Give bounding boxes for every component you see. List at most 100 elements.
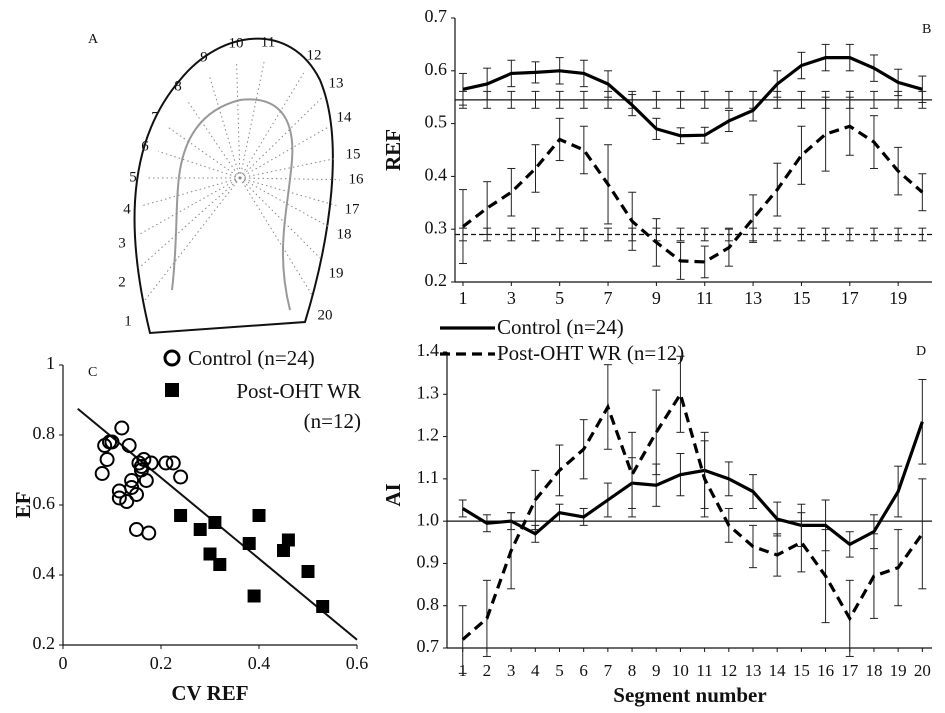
reference-error-bar — [700, 90, 709, 109]
heart-inner — [171, 98, 294, 311]
y-tick-label: 1 — [46, 353, 55, 373]
x-tick-label: 16 — [817, 661, 834, 680]
legend-label: Control (n=24) — [188, 346, 315, 370]
segment-ray — [236, 62, 241, 179]
segment-ray — [138, 177, 241, 236]
y-tick-label: 0.3 — [425, 217, 448, 237]
point — [138, 473, 154, 488]
reference-error-bar — [507, 227, 516, 242]
reference-error-bar — [918, 227, 927, 242]
x-tick-label: 11 — [696, 661, 712, 680]
segment-ray — [208, 74, 241, 179]
segment-label: 6 — [141, 138, 149, 154]
panel-label: D — [916, 344, 926, 359]
point — [129, 487, 144, 502]
reference-error-bar — [507, 90, 516, 109]
y-tick-label: 0.7 — [425, 6, 448, 26]
reference-error-bar — [579, 90, 588, 109]
point — [277, 544, 290, 557]
series-line — [462, 56, 923, 138]
point — [203, 547, 217, 561]
segment-label: 17 — [345, 201, 361, 217]
point — [124, 473, 140, 488]
segment-label: 8 — [174, 78, 182, 94]
x-tick-label: 2 — [483, 661, 492, 680]
heart-outline — [133, 37, 334, 335]
y-tick-label: 0.2 — [33, 633, 56, 653]
segment-ray — [239, 96, 323, 179]
x-tick-label: 18 — [865, 661, 882, 680]
y-tick-label: 0.6 — [33, 493, 56, 513]
segment-label: 13 — [329, 75, 344, 91]
error-bar — [797, 125, 806, 185]
reference-error-bar — [894, 227, 903, 242]
x-tick-label: 13 — [744, 661, 761, 680]
x-tick-label: 14 — [769, 661, 787, 680]
x-tick-label: 19 — [889, 288, 907, 308]
y-tick-label: 0.8 — [417, 594, 440, 614]
x-tick-label: 7 — [604, 661, 613, 680]
x-tick-label: 17 — [841, 288, 859, 308]
segment-label: 4 — [123, 201, 131, 217]
x-tick-label: 0.6 — [346, 653, 369, 673]
point — [99, 452, 115, 467]
reference-error-bar — [579, 227, 588, 242]
legend-marker — [165, 383, 179, 397]
reference-error-bar — [724, 90, 733, 109]
x-tick-label: 0.2 — [150, 653, 173, 673]
point — [111, 483, 127, 499]
x-tick-label: 9 — [652, 288, 661, 308]
legend-label: Control (n=24) — [497, 315, 624, 339]
segment-rays — [138, 61, 340, 303]
legend-label-box: Post-OHT WR (n=12) — [236, 379, 361, 433]
y-tick-label: 0.2 — [425, 270, 448, 290]
y-tick-label: 1.0 — [417, 509, 440, 529]
segment-ray — [239, 72, 305, 179]
y-tick-label: 1.2 — [417, 425, 440, 445]
segment-ray — [239, 177, 340, 181]
point — [119, 494, 135, 509]
segment-label: 1 — [124, 313, 132, 329]
point — [104, 434, 120, 450]
error-bar — [749, 194, 758, 243]
point — [114, 420, 130, 436]
reference-error-bar — [531, 90, 540, 109]
reference-error-bar — [700, 227, 709, 242]
point — [129, 522, 144, 537]
error-bar — [797, 512, 806, 573]
x-tick-label: 12 — [720, 661, 737, 680]
point — [301, 565, 315, 578]
point — [316, 600, 330, 613]
segment-ray — [158, 150, 241, 179]
x-tick-label: 20 — [914, 661, 931, 680]
segment-label: 19 — [329, 265, 344, 281]
segment-label: 11 — [261, 34, 275, 50]
x-tick-label: 11 — [696, 288, 713, 308]
point — [281, 533, 295, 547]
error-bar — [483, 181, 492, 235]
segment-ray — [239, 177, 323, 261]
point — [174, 509, 188, 522]
series-line — [462, 124, 924, 264]
x-tick-label: 17 — [841, 661, 859, 680]
point — [111, 490, 127, 506]
segment-label: 9 — [200, 49, 208, 65]
legend-marker — [163, 349, 181, 367]
x-tick-label: 3 — [507, 661, 516, 680]
segment-label: 7 — [151, 109, 159, 125]
reference-error-bar — [652, 90, 661, 109]
x-tick-label: 19 — [890, 661, 907, 680]
x-tick-label: 15 — [792, 288, 810, 308]
error-bar — [918, 478, 927, 590]
reference-error-bar — [869, 90, 878, 109]
y-tick-label: 0.9 — [417, 552, 440, 572]
error-bar — [531, 144, 540, 193]
segment-ray — [143, 177, 241, 303]
y-axis-label: AI — [381, 483, 405, 506]
x-tick-label: 3 — [507, 288, 516, 308]
error-bar — [821, 96, 830, 172]
y-tick-label: 0.6 — [425, 59, 448, 79]
reference-error-bar — [821, 227, 830, 242]
error-bar — [652, 389, 661, 476]
